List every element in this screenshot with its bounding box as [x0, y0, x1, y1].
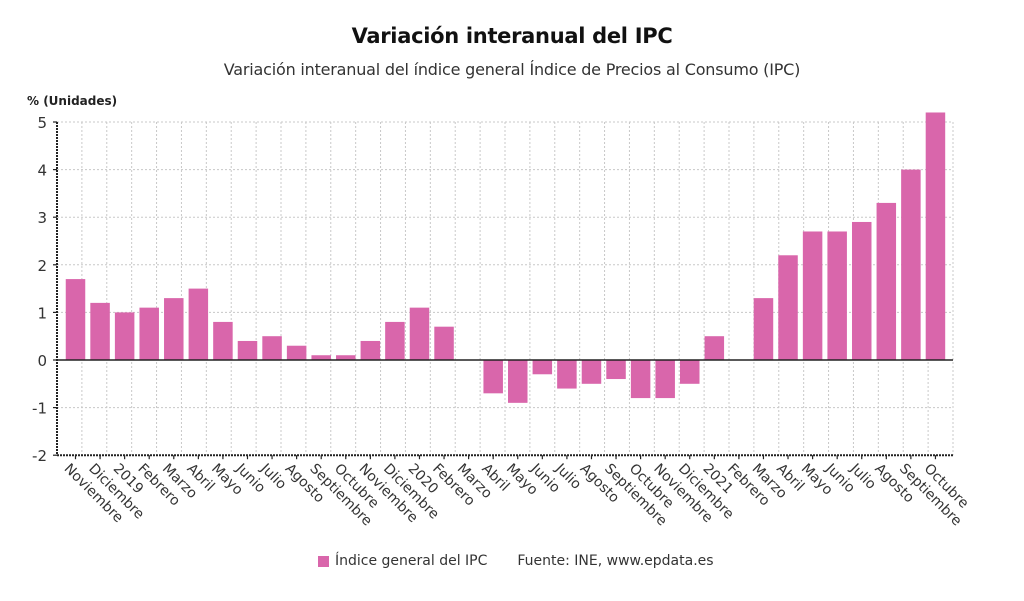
grid	[57, 121, 954, 456]
bar	[532, 360, 553, 375]
bar	[90, 302, 110, 360]
bar	[434, 326, 454, 360]
bar	[851, 221, 872, 360]
y-tick-label: 0	[37, 352, 47, 370]
y-tick-label: 5	[37, 114, 47, 132]
bar	[508, 360, 528, 403]
bar	[483, 360, 503, 394]
legend-series-label: Índice general del IPC	[335, 553, 488, 569]
y-tick-labels: 5 4 3 2 1 0 -1 -2	[32, 114, 47, 465]
bar	[557, 360, 577, 389]
bar	[630, 360, 651, 399]
y-tick-label: 2	[37, 257, 47, 275]
bar	[925, 112, 946, 360]
chart-subtitle: Variación interanual del índice general …	[223, 60, 801, 79]
bar	[114, 312, 135, 360]
bar	[336, 355, 356, 360]
bar	[262, 336, 282, 360]
bar	[286, 345, 307, 360]
bar	[581, 360, 602, 384]
bar	[188, 288, 209, 360]
bar	[753, 298, 774, 360]
bar	[213, 321, 233, 360]
bar	[802, 231, 823, 360]
y-tick-label: 3	[37, 209, 47, 227]
bar	[311, 355, 331, 360]
y-tick-label: 1	[37, 304, 47, 322]
bar	[409, 307, 430, 360]
legend-swatch	[318, 555, 329, 567]
bar	[704, 336, 725, 360]
y-tick-label: 4	[37, 162, 47, 180]
bar	[680, 360, 700, 384]
bar	[237, 340, 258, 360]
y-tick-label: -1	[32, 400, 47, 418]
bar	[655, 360, 675, 399]
bar	[385, 321, 405, 360]
y-tick-label: -2	[32, 447, 47, 465]
bar	[876, 202, 897, 360]
y-axis-unit-label: % (Unidades)	[27, 94, 118, 108]
source-note: Fuente: INE, www.epdata.es	[517, 553, 714, 569]
bar	[164, 298, 184, 360]
x-tick-labels: NoviembreDiciembre2019FebreroMarzoAbrilM…	[61, 460, 972, 529]
bar	[901, 169, 921, 360]
bar	[139, 307, 159, 360]
axes	[53, 121, 953, 460]
chart-title: Variación interanual del IPC	[351, 24, 673, 48]
bar	[827, 231, 847, 360]
bar	[65, 279, 86, 360]
bars	[65, 112, 946, 403]
bar	[606, 360, 626, 380]
bar	[778, 255, 798, 360]
legend: Índice general del IPC Fuente: INE, www.…	[318, 553, 714, 569]
bar	[360, 340, 381, 360]
